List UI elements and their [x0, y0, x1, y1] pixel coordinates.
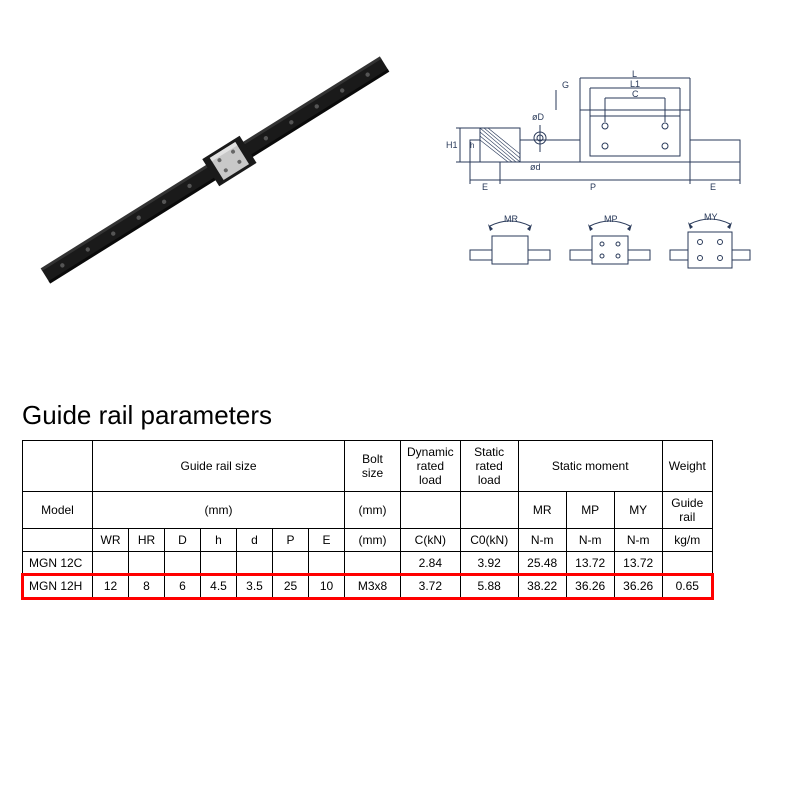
table-row: MGN 12C 2.84 3.92 25.48 13.72 13.72 [23, 552, 713, 575]
col-h-lower: h [201, 529, 237, 552]
dim-label-l: L [632, 70, 637, 79]
moment-label-mr: MR [504, 214, 518, 224]
col-mr: MR [518, 492, 566, 529]
dim-label-od2: ød [530, 162, 541, 172]
header-row-sub: Model (mm) (mm) MR MP MY Guide rail [23, 492, 713, 529]
col-mr-unit: N-m [518, 529, 566, 552]
col-group-static: Static rated load [460, 441, 518, 492]
col-c0kn: C0(kN) [460, 529, 518, 552]
col-ckn: C(kN) [401, 529, 461, 552]
col-group-moment: Static moment [518, 441, 662, 492]
technical-diagram: G L L1 C øD H1 h ød E P E [440, 70, 770, 330]
header-row-groups: Guide rail size Bolt size Dynamic rated … [23, 441, 713, 492]
col-bolt-unit: (mm) [345, 529, 401, 552]
col-d-lower: d [237, 529, 273, 552]
dim-label-e1: E [482, 182, 488, 192]
dim-label-p: P [590, 182, 596, 192]
dim-label-l1: L1 [630, 79, 640, 89]
parameters-table: Guide rail size Bolt size Dynamic rated … [22, 440, 713, 598]
col-group-dynamic: Dynamic rated load [401, 441, 461, 492]
col-mp: MP [566, 492, 614, 529]
header-row-units: WR HR D h d P E (mm) C(kN) C0(kN) N-m N-… [23, 529, 713, 552]
col-mm: (mm) [93, 492, 345, 529]
col-model: Model [23, 492, 93, 529]
table-row-highlighted: MGN 12H 12 8 6 4.5 3.5 25 10 M3x8 3.72 5… [23, 575, 713, 598]
dim-label-h: h [470, 141, 474, 150]
col-mp-unit: N-m [566, 529, 614, 552]
dim-label-od: øD [532, 112, 544, 122]
dim-label-c: C [632, 89, 639, 99]
top-region: G L L1 C øD H1 h ød E P E [0, 0, 800, 370]
col-d-upper: D [165, 529, 201, 552]
col-group-weight: Weight [662, 441, 712, 492]
col-kgm: kg/m [662, 529, 712, 552]
col-guiderail: Guide rail [662, 492, 712, 529]
rail-product-image [40, 40, 390, 300]
col-p: P [273, 529, 309, 552]
col-hr: HR [129, 529, 165, 552]
moment-label-my: MY [704, 212, 718, 222]
col-group-size: Guide rail size [93, 441, 345, 492]
col-my-unit: N-m [614, 529, 662, 552]
col-wr: WR [93, 529, 129, 552]
col-e: E [309, 529, 345, 552]
dim-label-e2: E [710, 182, 716, 192]
dim-label-h1: H1 [446, 140, 458, 150]
moment-label-mp: MP [604, 214, 618, 224]
col-group-bolt: Bolt size [345, 441, 401, 492]
col-bolt-mm: (mm) [345, 492, 401, 529]
section-title: Guide rail parameters [22, 400, 272, 431]
dim-label-g: G [562, 80, 569, 90]
col-my: MY [614, 492, 662, 529]
